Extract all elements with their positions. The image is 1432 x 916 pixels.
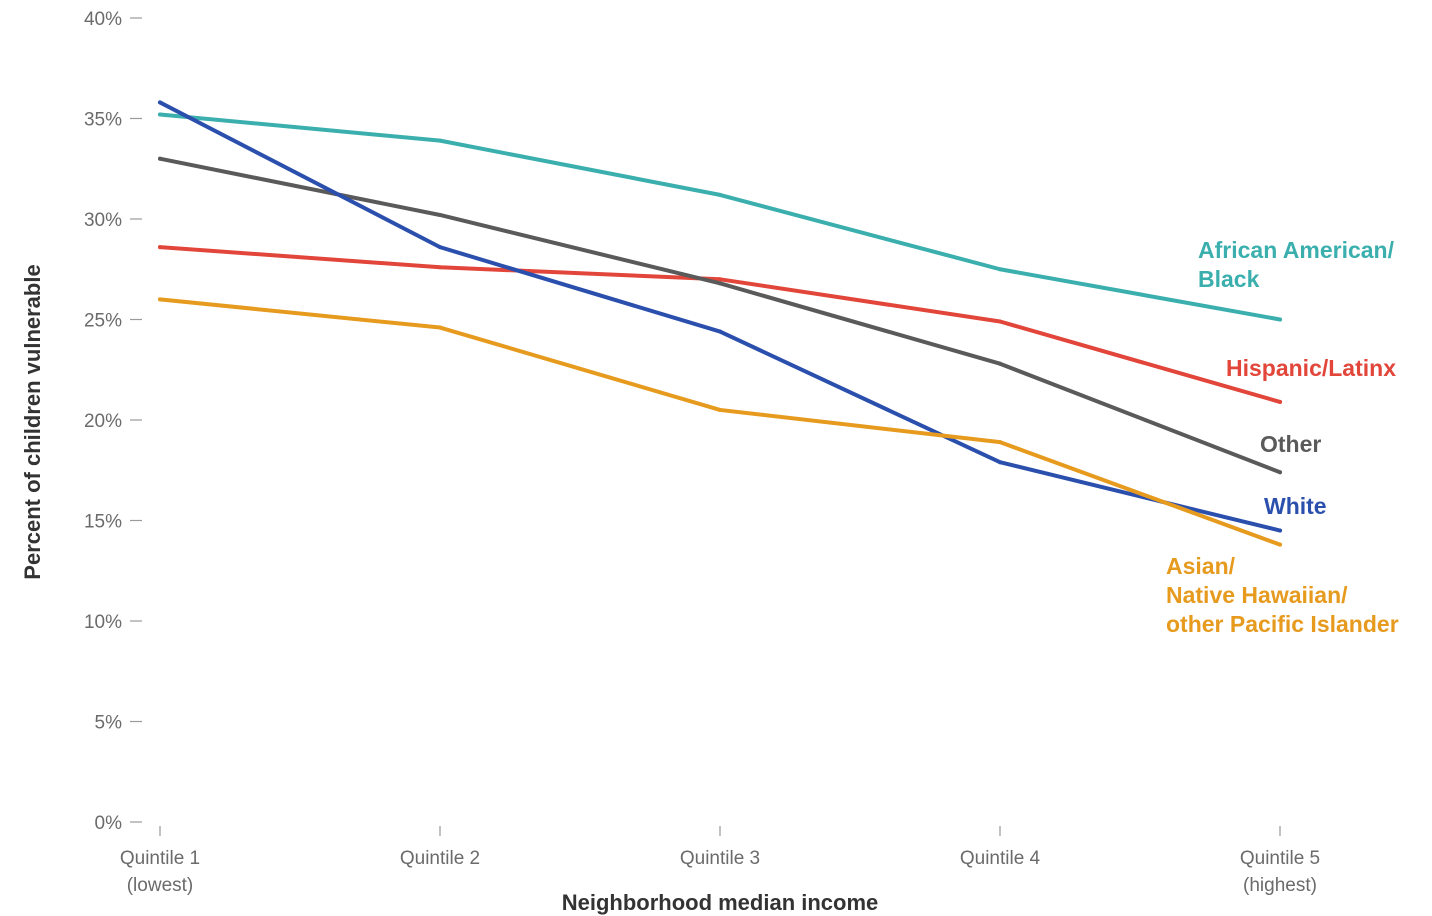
y-tick-label: 20%: [84, 411, 122, 432]
y-axis-title: Percent of children vulnerable: [20, 264, 45, 579]
data-point: [998, 440, 1002, 445]
data-point: [158, 245, 162, 250]
series-line: [158, 112, 1282, 322]
x-tick-label: (lowest): [127, 875, 194, 896]
series-line: [158, 297, 1282, 547]
y-tick-label: 25%: [84, 311, 122, 332]
y-tick-label: 0%: [95, 813, 123, 834]
data-point: [158, 112, 162, 117]
series-label: Other: [1260, 431, 1321, 457]
data-point: [998, 361, 1002, 366]
series-label: Black: [1198, 266, 1260, 292]
data-point: [438, 325, 442, 330]
series-label: White: [1264, 493, 1327, 519]
series-label: Hispanic/Latinx: [1226, 355, 1396, 381]
series-label: other Pacific Islander: [1166, 611, 1399, 637]
y-tick-label: 30%: [84, 210, 122, 231]
series-label: Native Hawaiian/: [1166, 582, 1348, 608]
data-point: [438, 265, 442, 270]
data-point: [158, 100, 162, 105]
data-point: [718, 281, 722, 286]
data-point: [1278, 470, 1282, 475]
data-point: [998, 319, 1002, 324]
data-point: [1278, 528, 1282, 533]
x-tick-label: Quintile 5: [1240, 848, 1320, 869]
data-point: [998, 267, 1002, 272]
data-point: [438, 212, 442, 217]
y-tick-label: 40%: [84, 9, 122, 30]
data-point: [718, 329, 722, 334]
y-tick-label: 10%: [84, 612, 122, 633]
data-point: [998, 460, 1002, 465]
x-tick-label: (highest): [1243, 875, 1317, 896]
x-tick-label: Quintile 4: [960, 848, 1041, 869]
x-tick-label: Quintile 3: [680, 848, 760, 869]
y-axis: 0% 5% 10% 15% 20% 25% 30% 35% 40%: [84, 9, 142, 834]
y-tick-label: 5%: [95, 713, 123, 734]
series-labels: African American/Black Hispanic/Latinx Oth…: [1166, 237, 1399, 637]
data-point: [1278, 317, 1282, 322]
series-line: [158, 245, 1282, 404]
x-axis-title: Neighborhood median income: [562, 890, 879, 915]
data-point: [718, 277, 722, 282]
data-point: [718, 192, 722, 197]
series-label: Asian/: [1166, 553, 1236, 579]
data-point: [438, 245, 442, 250]
data-point: [158, 297, 162, 302]
data-point: [158, 156, 162, 161]
x-tick-label: Quintile 2: [400, 848, 480, 869]
y-tick-label: 35%: [84, 110, 122, 131]
data-point: [718, 407, 722, 412]
y-tick-label: 15%: [84, 512, 122, 533]
series-lines: [158, 100, 1282, 547]
series-label: African American/: [1198, 237, 1395, 263]
x-tick-label: Quintile 1: [120, 848, 200, 869]
data-point: [1278, 399, 1282, 404]
x-axis: Quintile 1 (lowest) Quintile 2 Quintile 3 Qu…: [120, 826, 1320, 896]
data-point: [438, 138, 442, 143]
data-point: [1278, 542, 1282, 547]
